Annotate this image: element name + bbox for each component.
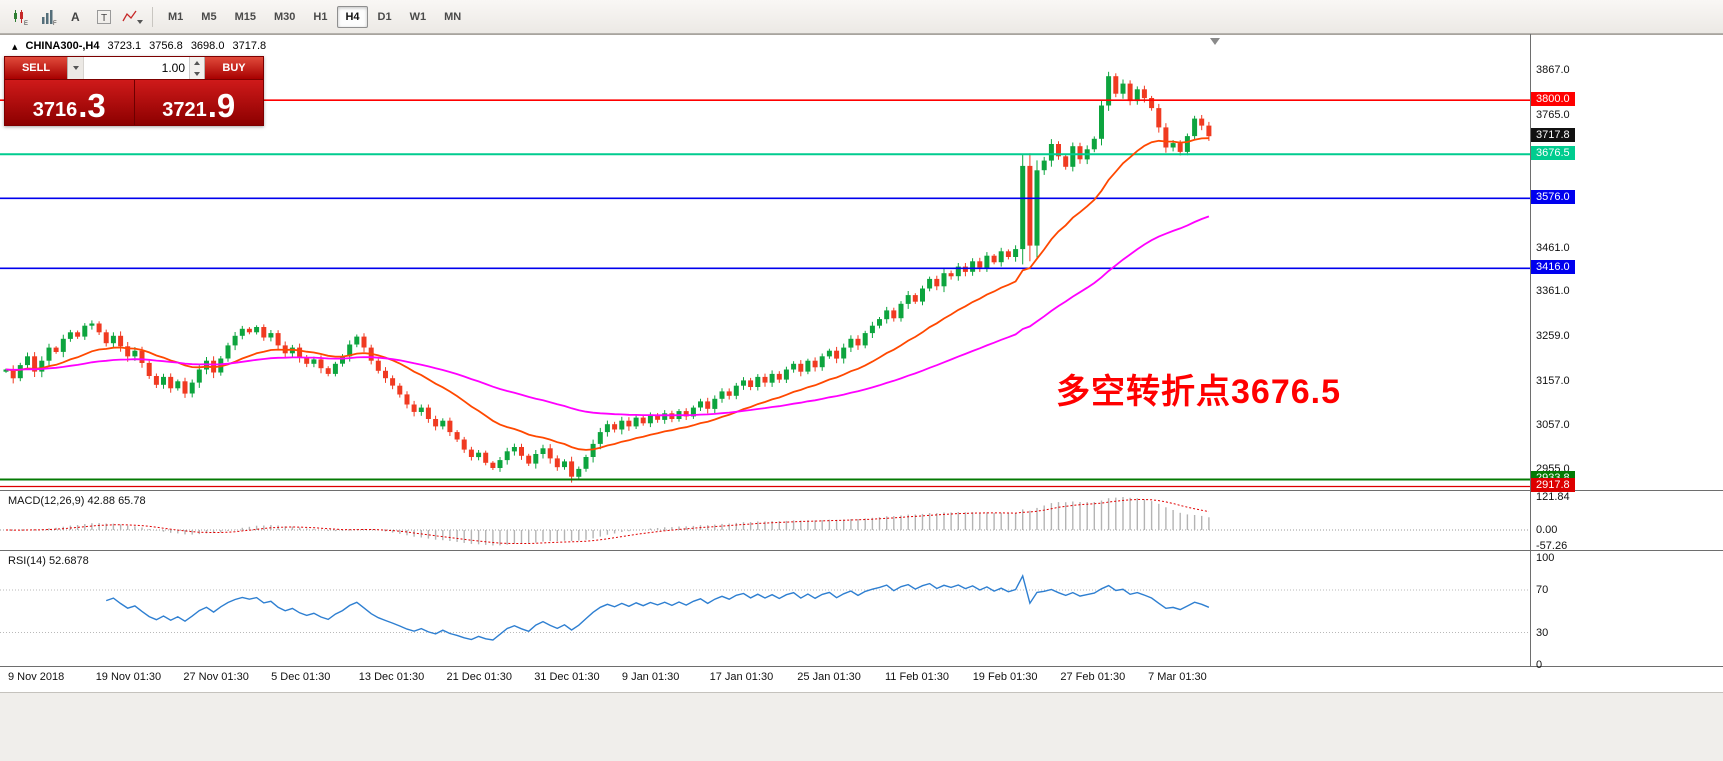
svg-text:A: A [71,10,80,24]
macd-indicator-label: MACD(12,26,9) 42.88 65.78 [8,495,146,507]
ask-price: 3721 [162,99,207,121]
one-click-trading-panel: SELL 1.00 BUY 3716 .3 3721 .9 [4,56,264,126]
time-axis-label: 7 Mar 01:30 [1148,671,1207,683]
timeframe-button-h4[interactable]: H4 [337,5,368,28]
font-tool-icon[interactable]: A [62,5,90,29]
time-axis-label: 27 Nov 01:30 [183,671,249,683]
price-level-badge: 3717.8 [1531,128,1575,143]
rsi-name: RSI(14) [8,555,46,567]
price-level-badge: 3676.5 [1531,146,1575,161]
timeframe-button-m5[interactable]: M5 [201,10,217,23]
volume-input[interactable]: 1.00 [84,57,189,79]
zigzag-tool-icon[interactable] [118,5,146,29]
time-axis-label: 19 Feb 01:30 [972,671,1038,683]
time-axis-label: 5 Dec 01:30 [271,671,331,683]
chart-shift-marker-icon[interactable] [1210,38,1220,45]
rsi-axis-label: 100 [1536,552,1555,564]
timeframe-toolbar: M1 M5 M15 M30 H1 H4 D1 W1 MN [159,5,470,28]
price-level-badge: 2917.8 [1531,478,1575,493]
candlestick-chart-icon[interactable]: E [6,5,34,29]
ohlc-low-value: 3698.0 [190,40,225,52]
time-axis-label: 17 Jan 01:30 [709,671,774,683]
time-axis-label: 31 Dec 01:30 [534,671,600,683]
price-axis-label: 3259.0 [1536,330,1570,343]
price-axis-label: 3057.0 [1536,418,1570,431]
price-axis-label: 3867.0 [1536,63,1570,76]
ask-price-panel[interactable]: 3721 .9 [134,80,263,125]
chart-symbol-header: ▴ CHINA300-,H4 3723.1 3756.8 3698.0 3717… [12,40,266,53]
price-axis-label: 3361.0 [1536,285,1570,298]
macd-name: MACD(12,26,9) [8,495,85,507]
ohlc-close-value: 3717.8 [232,40,267,52]
chevron-down-icon [72,66,79,70]
rsi-axis-label: 70 [1536,583,1549,596]
ohlc-high-value: 3756.8 [149,40,183,52]
time-axis-label: 9 Jan 01:30 [621,671,680,683]
macd-pane [0,497,1530,546]
collapse-triangle-icon[interactable]: ▴ [12,41,18,53]
sell-button[interactable]: SELL [5,57,67,79]
volume-dropdown-button[interactable] [67,57,84,79]
price-level-badge: 3576.0 [1531,190,1575,205]
text-tool-icon[interactable]: T [90,5,118,29]
price-axis-label: 3461.0 [1536,241,1570,254]
chevron-up-icon [194,60,200,65]
status-strip [0,692,1723,761]
candles-layer [3,71,1212,483]
buy-button[interactable]: BUY [205,57,263,79]
ask-price-pips: .9 [207,86,236,124]
rsi-value: 52.6878 [48,555,89,567]
time-axis-label: 25 Jan 01:30 [797,671,861,683]
time-axis-label: 21 Dec 01:30 [446,671,512,683]
timeframe-button-m1[interactable]: M1 [168,10,184,23]
timeframe-button-mn[interactable]: MN [444,10,462,23]
time-axis-label: 13 Dec 01:30 [358,671,425,683]
time-axis-label: 27 Feb 01:30 [1060,671,1126,683]
pane-separators [0,34,1723,667]
timeframe-button-w1[interactable]: W1 [409,10,427,23]
timeframe-button-h1[interactable]: H1 [313,10,328,23]
toolbar-separator [152,6,153,27]
price-level-lines [0,99,1530,488]
svg-text:F: F [53,21,57,26]
bar-chart-icon[interactable]: F [34,5,62,29]
rsi-axis-label: 0 [1536,658,1543,671]
macd-axis-label: -57.26 [1536,539,1568,552]
chevron-down-icon [194,71,200,76]
price-level-badge: 3800.0 [1531,92,1575,107]
timeframe-button-m30[interactable]: M30 [273,10,296,23]
macd-axis-label: 0.00 [1536,524,1558,536]
macd-axis-label: 121.84 [1536,491,1570,503]
svg-text:E: E [24,21,28,26]
rsi-pane [0,573,1530,641]
volume-increase-button[interactable] [190,57,204,68]
ohlc-open-value: 3723.1 [107,40,142,52]
volume-stepper [189,57,205,79]
svg-text:T: T [101,13,107,24]
time-axis-label: 11 Feb 01:30 [885,671,950,683]
price-axis-label: 3765.0 [1536,108,1570,121]
bid-price-pips: .3 [78,86,106,124]
price-level-badge: 3416.0 [1531,260,1575,275]
main-toolbar: E F A T M1 M5 M15 M30 H1 H4 D1 W1 MN [0,0,1723,34]
rsi-axis-label: 30 [1536,626,1549,639]
symbol-name: CHINA300-,H4 [25,40,100,52]
timeframe-button-m15[interactable]: M15 [234,10,256,23]
price-axis-label: 3157.0 [1536,374,1570,387]
volume-decrease-button[interactable] [190,68,204,79]
bid-price: 3716 [32,99,78,121]
time-axis-label: 19 Nov 01:30 [95,671,162,683]
macd-values: 42.88 65.78 [87,495,146,507]
bid-price-panel[interactable]: 3716 .3 [5,80,135,125]
time-axis-label: 9 Nov 2018 [8,671,65,683]
moving-averages-layer [5,137,1210,451]
timeframe-button-d1[interactable]: D1 [377,10,392,23]
chart-annotation-text: 多空转折点3676.5 [1056,373,1341,411]
rsi-indicator-label: RSI(14) 52.6878 [8,555,89,567]
